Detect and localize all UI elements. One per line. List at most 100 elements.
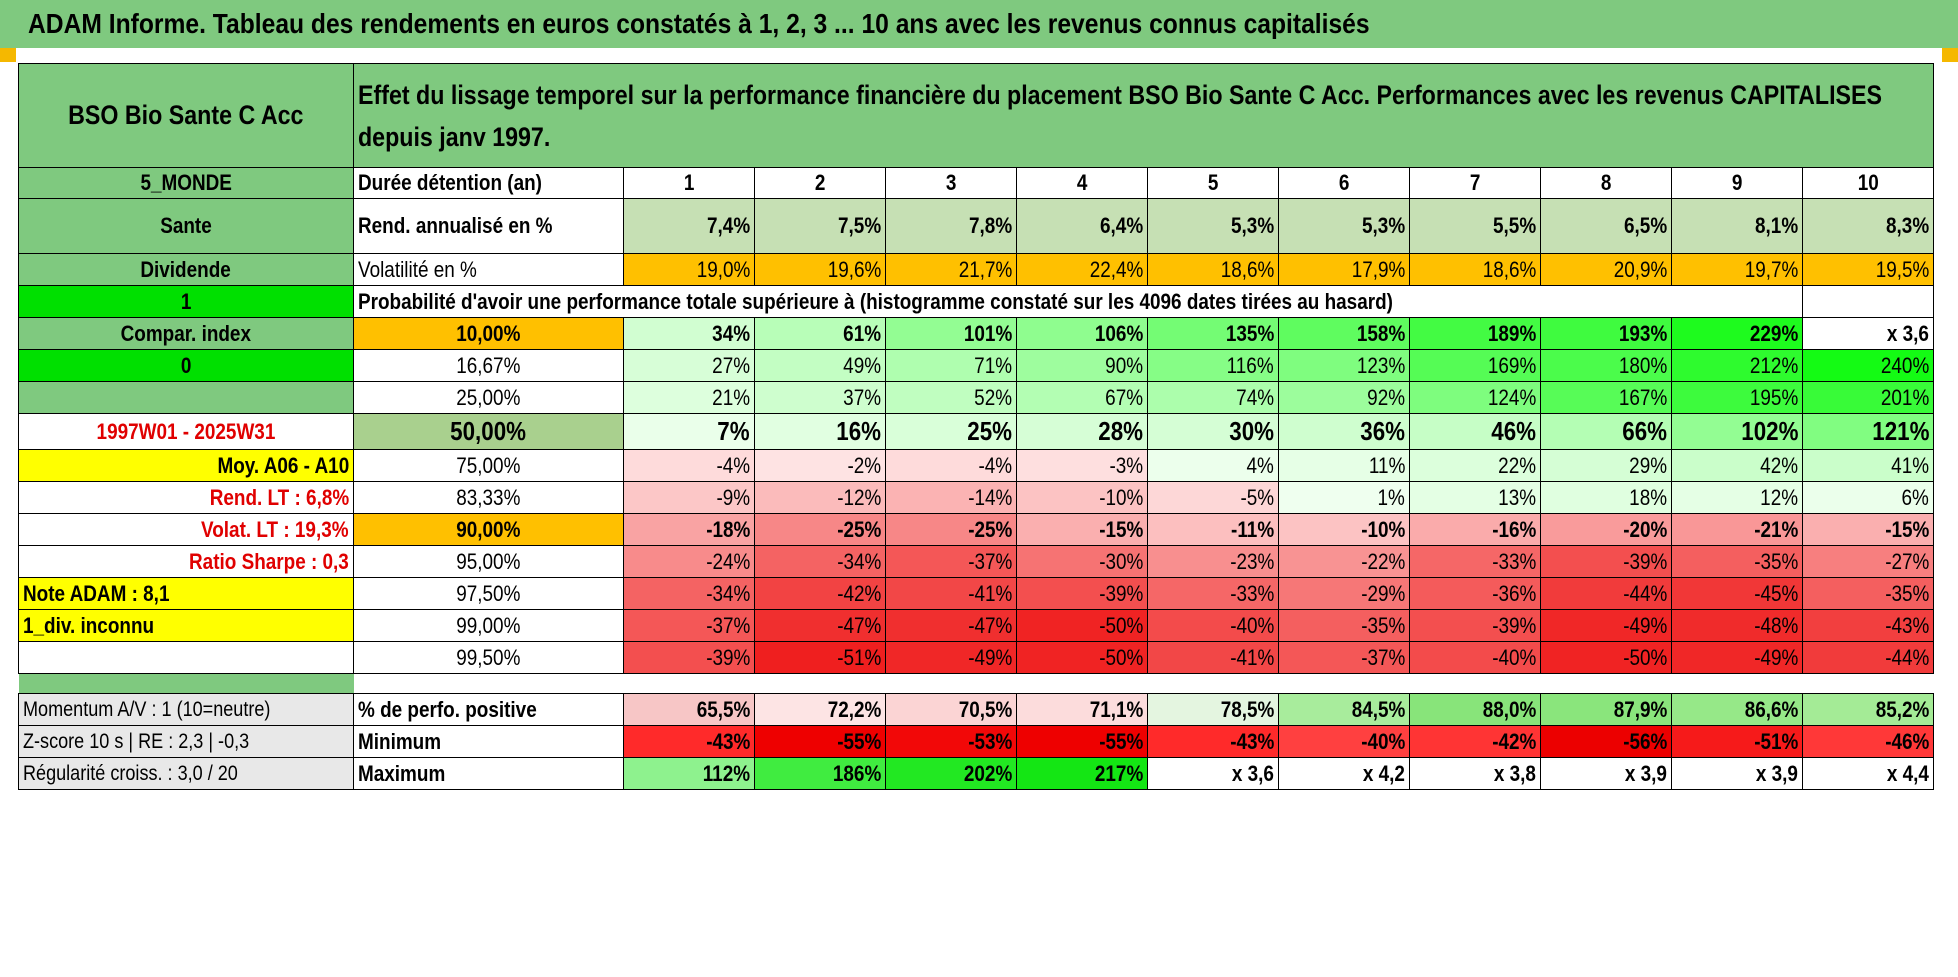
percentile-value: -36% (1409, 577, 1541, 610)
year-header: 10 (1802, 167, 1934, 199)
annual-return-value-text: 8,3% (1885, 213, 1929, 238)
left-blank (18, 381, 354, 414)
percentile-value: 30% (1147, 413, 1279, 450)
volatility-value-text: 20,9% (1613, 256, 1667, 282)
bottom-value: x 3,9 (1671, 757, 1803, 790)
percentile-value: 71% (885, 349, 1017, 382)
percentile-value: -45% (1671, 577, 1803, 610)
percentile-value-text: -12% (836, 484, 881, 510)
bottom-value: 85,2% (1802, 693, 1934, 726)
percentile-value-text: 92% (1367, 384, 1405, 410)
percentile-value-text: 212% (1749, 352, 1798, 378)
percentile-value: -35% (1671, 545, 1803, 578)
year-header: 9 (1671, 167, 1803, 199)
percentile-value: 16% (754, 413, 886, 450)
bottom-value: x 3,8 (1409, 757, 1541, 790)
year-header-text: 4 (1076, 170, 1088, 195)
bottom-value: 217% (1016, 757, 1148, 790)
bottom-value: x 3,6 (1147, 757, 1279, 790)
annual-return-value-text: 7,4% (706, 213, 750, 238)
percentile-value-text: -14% (967, 484, 1012, 510)
volatility-value: 19,6% (754, 253, 886, 286)
bottom-value-text: -51% (1753, 728, 1798, 754)
percentile-value-text: -4% (716, 452, 750, 478)
annual-return-value-text: 7,5% (837, 213, 881, 238)
percentile-value: 229% (1671, 317, 1803, 350)
average-label-text: Moy. A06 - A10 (217, 452, 349, 478)
percentile-value-text: 189% (1487, 320, 1536, 346)
percentile-label: 16,67% (353, 349, 624, 382)
distribution-label-text: Dividende (140, 256, 232, 282)
percentile-value: 169% (1409, 349, 1541, 382)
percentile-value-text: 34% (712, 320, 750, 346)
percentile-value-text: 6% (1901, 484, 1929, 510)
bottom-value: 112% (623, 757, 755, 790)
percentile-value: -44% (1540, 577, 1672, 610)
percentile-value: -33% (1409, 545, 1541, 578)
flag-one-text: 1 (180, 288, 192, 314)
percentile-label: 95,00% (353, 545, 624, 578)
percentile-value-text: 30% (1229, 416, 1274, 446)
percentile-value-text: -35% (1360, 612, 1405, 638)
percentile-value-text: -33% (1491, 548, 1536, 574)
flag-zero: 0 (18, 349, 354, 382)
volatility-value: 18,6% (1409, 253, 1541, 286)
bottom-value-text: x 3,9 (1755, 760, 1798, 786)
bottom-value-text: x 3,6 (1231, 760, 1274, 786)
percentile-value-text: -49% (1622, 612, 1667, 638)
percentile-value: -49% (1671, 641, 1803, 674)
annual-return-value: 7,4% (623, 198, 755, 254)
bottom-value-text: -46% (1884, 728, 1929, 754)
period-label: 1997W01 - 2025W31 (18, 413, 354, 450)
holding-duration-label: Durée détention (an) (353, 167, 624, 199)
bottom-value-text: -42% (1491, 728, 1536, 754)
percentile-value-text: -22% (1360, 548, 1405, 574)
bottom-value: 87,9% (1540, 693, 1672, 726)
year-header-text: 5 (1207, 170, 1219, 195)
percentile-value-text: -25% (836, 516, 881, 542)
percentile-label-text: 90,00% (456, 516, 521, 542)
percentile-value-text: 66% (1622, 416, 1667, 446)
percentile-label-text: 95,00% (456, 548, 521, 574)
bottom-value-text: x 3,8 (1493, 760, 1536, 786)
percentile-value-text: 12% (1760, 484, 1798, 510)
percentile-value: 18% (1540, 481, 1672, 514)
percentile-value-text: -37% (967, 548, 1012, 574)
bottom-value-text: 186% (832, 760, 881, 786)
year-header-text: 9 (1731, 170, 1743, 195)
bottom-indicator: Momentum A/V : 1 (10=neutre) (18, 693, 354, 726)
bottom-value-text: -43% (1229, 728, 1274, 754)
percentile-value: -41% (1147, 641, 1279, 674)
bottom-row-label-text: Minimum (358, 728, 442, 754)
percentile-value-text: -27% (1884, 548, 1929, 574)
percentile-value: -9% (623, 481, 755, 514)
percentile-value-text: 42% (1760, 452, 1798, 478)
percentile-value-text: 16% (836, 416, 881, 446)
percentile-value-text: 102% (1740, 416, 1798, 446)
volatility-value-text: 19,7% (1744, 256, 1798, 282)
percentile-value: -37% (1278, 641, 1410, 674)
percentile-value-text: -50% (1622, 644, 1667, 670)
bottom-value-text: 86,6% (1744, 696, 1798, 722)
bottom-value-text: 85,2% (1875, 696, 1929, 722)
percentile-value: 41% (1802, 449, 1934, 482)
percentile-value: -40% (1409, 641, 1541, 674)
percentile-label-text: 83,33% (456, 484, 521, 510)
percentile-value-text: -11% (1230, 516, 1274, 542)
percentile-value-text: 46% (1491, 416, 1536, 446)
bottom-value: -55% (1016, 725, 1148, 758)
percentile-value: 101% (885, 317, 1017, 350)
percentile-value-text: 36% (1360, 416, 1405, 446)
bottom-value: 72,2% (754, 693, 886, 726)
percentile-value: -50% (1016, 641, 1148, 674)
percentile-value: 74% (1147, 381, 1279, 414)
percentile-value-text: -24% (705, 548, 750, 574)
bottom-value: -42% (1409, 725, 1541, 758)
percentile-value: -35% (1802, 577, 1934, 610)
bottom-value: x 3,9 (1540, 757, 1672, 790)
percentile-label: 97,50% (353, 577, 624, 610)
header-description: Effet du lissage temporel sur la perform… (353, 63, 1934, 168)
percentile-value-text: x 3,6 (1886, 320, 1929, 346)
bottom-value: -46% (1802, 725, 1934, 758)
volatility-value: 18,6% (1147, 253, 1279, 286)
